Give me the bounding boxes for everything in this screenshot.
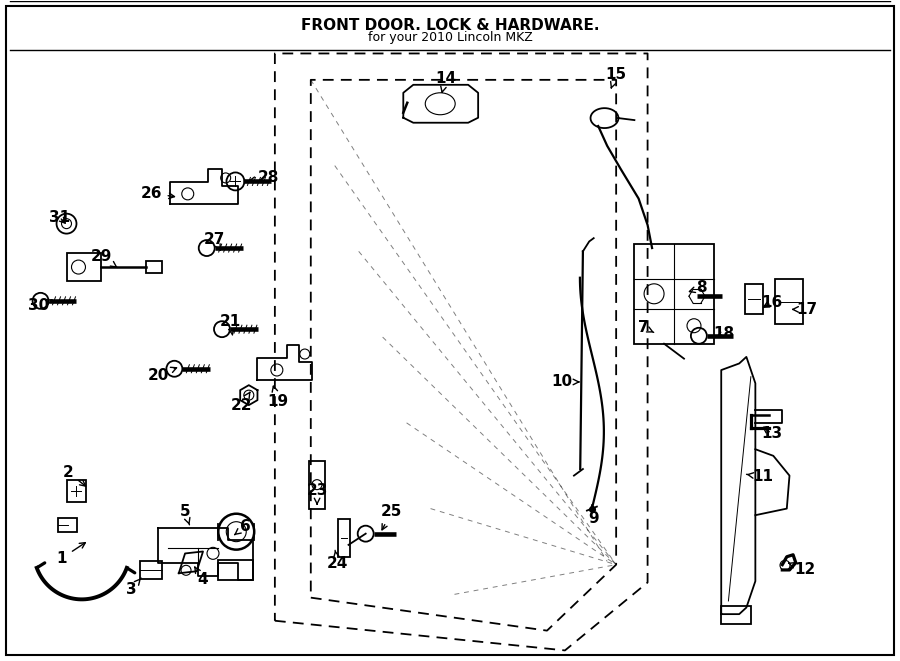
Text: 8: 8 xyxy=(689,280,706,295)
Text: 10: 10 xyxy=(552,374,579,389)
Text: 19: 19 xyxy=(267,386,288,408)
Text: 24: 24 xyxy=(327,551,348,571)
Text: 31: 31 xyxy=(49,210,70,225)
Text: 15: 15 xyxy=(606,67,626,88)
Text: 17: 17 xyxy=(793,302,817,317)
Text: 2: 2 xyxy=(63,465,86,486)
Text: 20: 20 xyxy=(148,368,176,383)
Text: 9: 9 xyxy=(589,505,599,526)
Text: 26: 26 xyxy=(141,186,175,201)
Text: 25: 25 xyxy=(381,504,402,530)
Text: FRONT DOOR. LOCK & HARDWARE.: FRONT DOOR. LOCK & HARDWARE. xyxy=(301,18,599,33)
Text: 5: 5 xyxy=(180,504,191,525)
Text: 12: 12 xyxy=(788,562,815,577)
Text: 3: 3 xyxy=(126,578,141,598)
Text: for your 2010 Lincoln MKZ: for your 2010 Lincoln MKZ xyxy=(367,31,533,44)
Text: 22: 22 xyxy=(231,392,252,412)
Text: 13: 13 xyxy=(761,426,782,441)
Text: 29: 29 xyxy=(91,249,117,268)
Text: 28: 28 xyxy=(249,170,279,185)
Text: 21: 21 xyxy=(220,315,240,335)
Text: 27: 27 xyxy=(204,232,225,251)
Text: 11: 11 xyxy=(746,469,773,485)
Text: 30: 30 xyxy=(28,298,52,313)
Text: 23: 23 xyxy=(306,483,328,504)
Text: 1: 1 xyxy=(57,543,86,566)
Text: 7: 7 xyxy=(638,320,653,334)
Text: 4: 4 xyxy=(194,567,208,588)
Text: 14: 14 xyxy=(435,71,456,93)
Text: 16: 16 xyxy=(760,295,782,310)
Text: 6: 6 xyxy=(235,519,250,535)
Text: 18: 18 xyxy=(714,327,734,341)
